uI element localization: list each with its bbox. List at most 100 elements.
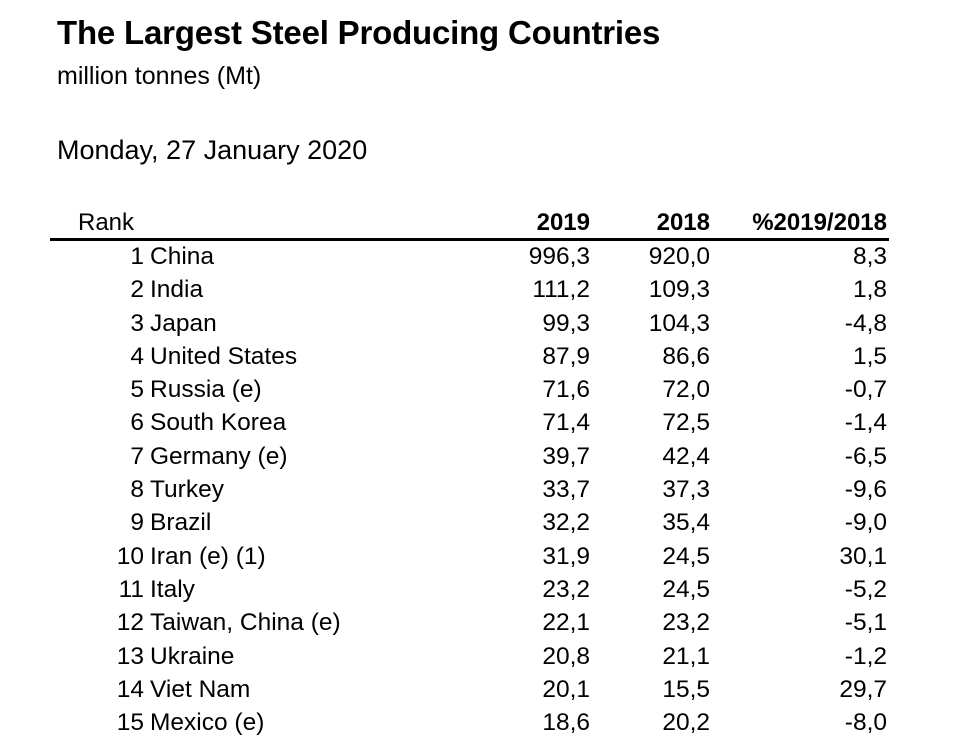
value-2019-cell: 22,1 <box>542 609 590 637</box>
table-row: 7 Germany (e) 39,7 42,4 -6,5 <box>50 440 890 473</box>
percent-change-cell: 1,5 <box>852 342 887 370</box>
value-2019-cell: 99,3 <box>542 309 590 337</box>
value-2018-cell: 104,3 <box>648 309 710 337</box>
table-row: 9 Brazil 32,2 35,4 -9,0 <box>50 506 890 539</box>
country-cell: United States <box>150 342 298 370</box>
table-row: 5 Russia (e) 71,6 72,0 -0,7 <box>50 373 890 406</box>
table-body: 1 China 996,3 920,0 8,3 2 India 111,2 10… <box>50 240 890 739</box>
table-row: 6 South Korea 71,4 72,5 -1,4 <box>50 406 890 439</box>
country-cell: Viet Nam <box>150 675 251 703</box>
rank-cell: 7 <box>130 442 144 470</box>
value-2018-cell: 21,1 <box>662 642 710 670</box>
percent-change-cell: -4,8 <box>844 309 887 337</box>
country-cell: Japan <box>150 309 217 337</box>
rank-cell: 13 <box>116 642 144 670</box>
rank-cell: 9 <box>130 509 144 537</box>
percent-change-cell: -8,0 <box>844 709 887 737</box>
value-2019-cell: 32,2 <box>542 509 590 537</box>
table-row: 8 Turkey 33,7 37,3 -9,6 <box>50 473 890 506</box>
header-2019: 2019 <box>536 209 590 236</box>
rank-cell: 8 <box>130 476 144 504</box>
table-row: 4 United States 87,9 86,6 1,5 <box>50 340 890 373</box>
percent-change-cell: 1,8 <box>852 276 887 304</box>
header-2018: 2018 <box>656 209 710 236</box>
country-cell: Brazil <box>150 509 212 537</box>
percent-change-cell: -9,0 <box>844 509 887 537</box>
table-row: 10 Iran (e) (1) 31,9 24,5 30,1 <box>50 540 890 573</box>
rank-cell: 14 <box>116 675 144 703</box>
country-cell: Mexico (e) <box>150 709 265 737</box>
value-2019-cell: 71,6 <box>542 376 590 404</box>
percent-change-cell: -0,7 <box>844 376 887 404</box>
header-divider <box>50 238 889 241</box>
table-row: 13 Ukraine 20,8 21,1 -1,2 <box>50 640 890 673</box>
page-subtitle: million tonnes (Mt) <box>57 62 262 90</box>
percent-change-cell: 8,3 <box>852 243 887 270</box>
value-2018-cell: 72,5 <box>662 409 710 437</box>
country-cell: Russia (e) <box>150 376 262 404</box>
country-cell: Iran (e) (1) <box>150 542 266 570</box>
table-row: 14 Viet Nam 20,1 15,5 29,7 <box>50 673 890 706</box>
rank-cell: 4 <box>130 342 144 370</box>
country-cell: India <box>150 276 204 304</box>
value-2019-cell: 23,2 <box>542 575 590 603</box>
value-2018-cell: 20,2 <box>662 709 710 737</box>
table-row: 1 China 996,3 920,0 8,3 <box>50 240 890 273</box>
value-2018-cell: 42,4 <box>662 442 710 470</box>
value-2018-cell: 24,5 <box>662 575 710 603</box>
table-header: Rank 2019 2018 %2019/2018 <box>50 208 890 238</box>
value-2019-cell: 39,7 <box>542 442 590 470</box>
percent-change-cell: -1,2 <box>844 642 887 670</box>
value-2018-cell: 15,5 <box>662 675 710 703</box>
page-title: The Largest Steel Producing Countries <box>57 14 661 51</box>
rank-cell: 2 <box>130 276 144 304</box>
table-row: 12 Taiwan, China (e) 22,1 23,2 -5,1 <box>50 606 890 639</box>
value-2018-cell: 37,3 <box>662 476 710 504</box>
header-rank: Rank <box>78 209 135 236</box>
table-row: 11 Italy 23,2 24,5 -5,2 <box>50 573 890 606</box>
table-row: 15 Mexico (e) 18,6 20,2 -8,0 <box>50 706 890 739</box>
percent-change-cell: -6,5 <box>844 442 887 470</box>
value-2018-cell: 72,0 <box>662 376 710 404</box>
country-cell: Taiwan, China (e) <box>150 609 341 637</box>
header-percent-change: %2019/2018 <box>752 209 887 236</box>
country-cell: South Korea <box>150 409 287 437</box>
value-2018-cell: 109,3 <box>648 276 710 304</box>
rank-cell: 10 <box>116 542 144 570</box>
percent-change-cell: -9,6 <box>844 476 887 504</box>
value-2019-cell: 996,3 <box>528 243 590 270</box>
value-2019-cell: 31,9 <box>542 542 590 570</box>
value-2018-cell: 920,0 <box>648 243 710 270</box>
rank-cell: 6 <box>130 409 144 437</box>
percent-change-cell: 29,7 <box>839 675 887 703</box>
value-2018-cell: 23,2 <box>662 609 710 637</box>
report-date: Monday, 27 January 2020 <box>57 135 368 165</box>
percent-change-cell: -5,1 <box>844 609 887 637</box>
value-2019-cell: 87,9 <box>542 342 590 370</box>
country-cell: China <box>150 243 215 270</box>
rank-cell: 11 <box>118 575 144 603</box>
value-2018-cell: 35,4 <box>662 509 710 537</box>
country-cell: Turkey <box>150 476 224 504</box>
country-cell: Italy <box>150 575 195 603</box>
rank-cell: 3 <box>130 309 144 337</box>
value-2018-cell: 86,6 <box>662 342 710 370</box>
value-2019-cell: 111,2 <box>532 276 590 304</box>
country-cell: Ukraine <box>150 642 235 670</box>
percent-change-cell: -1,4 <box>844 409 887 437</box>
value-2019-cell: 20,8 <box>542 642 590 670</box>
value-2019-cell: 20,1 <box>542 675 590 703</box>
rank-cell: 12 <box>116 609 144 637</box>
value-2019-cell: 33,7 <box>542 476 590 504</box>
percent-change-cell: -5,2 <box>844 575 887 603</box>
rank-cell: 1 <box>130 243 144 270</box>
value-2019-cell: 18,6 <box>542 709 590 737</box>
percent-change-cell: 30,1 <box>839 542 887 570</box>
rank-cell: 15 <box>116 709 144 737</box>
table-row: 2 India 111,2 109,3 1,8 <box>50 273 890 306</box>
table-row: 3 Japan 99,3 104,3 -4,8 <box>50 307 890 340</box>
rank-cell: 5 <box>130 376 144 404</box>
country-cell: Germany (e) <box>150 442 288 470</box>
value-2018-cell: 24,5 <box>662 542 710 570</box>
value-2019-cell: 71,4 <box>542 409 590 437</box>
